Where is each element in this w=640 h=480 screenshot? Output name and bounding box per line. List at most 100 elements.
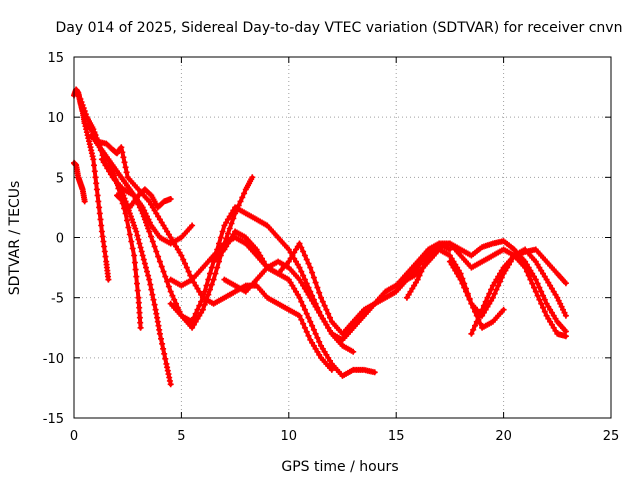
data-point — [228, 220, 235, 227]
data-point — [325, 310, 332, 317]
data-point — [96, 204, 103, 211]
data-point — [134, 232, 141, 239]
data-point — [224, 230, 231, 237]
data-point — [151, 243, 158, 250]
data-point — [201, 301, 208, 308]
data-point — [298, 268, 305, 275]
data-point — [301, 306, 308, 313]
data-point — [523, 268, 530, 275]
series-line — [168, 205, 356, 354]
data-point — [118, 144, 125, 151]
data-point — [307, 318, 314, 325]
data-point — [147, 281, 154, 288]
data-point — [477, 320, 484, 327]
data-point — [296, 294, 303, 301]
data-point — [323, 321, 330, 328]
data-point — [534, 292, 541, 299]
data-point — [562, 280, 569, 287]
data-point — [126, 210, 133, 217]
data-point — [178, 252, 185, 259]
data-point — [312, 279, 319, 286]
data-point — [298, 298, 305, 305]
data-point — [140, 256, 147, 263]
series-arc10 — [167, 204, 357, 355]
data-point — [318, 294, 324, 301]
data-point — [162, 355, 169, 362]
data-point — [131, 222, 138, 229]
series-arc4 — [81, 120, 174, 388]
data-point — [127, 213, 134, 220]
data-point — [189, 318, 196, 325]
data-point — [532, 276, 539, 283]
data-point — [328, 366, 335, 373]
series-markers — [71, 86, 112, 283]
data-point — [95, 198, 102, 205]
data-point — [91, 162, 97, 169]
x-tick-label: 15 — [388, 429, 405, 444]
data-point — [210, 276, 217, 283]
data-point — [497, 278, 503, 285]
data-point — [137, 319, 144, 326]
data-point — [219, 228, 226, 235]
data-point — [156, 330, 163, 337]
data-point — [139, 252, 146, 259]
data-point — [480, 302, 487, 309]
data-point — [534, 280, 541, 287]
data-point — [131, 259, 138, 266]
data-point — [124, 217, 130, 224]
data-point — [164, 278, 171, 285]
data-point — [156, 216, 163, 223]
data-point — [538, 288, 545, 295]
data-point — [189, 222, 196, 229]
data-point — [314, 334, 321, 341]
data-point — [79, 102, 86, 109]
data-point — [120, 154, 127, 161]
data-point — [477, 310, 484, 317]
data-point — [101, 248, 108, 255]
data-point — [548, 285, 555, 292]
data-point — [141, 260, 148, 267]
data-point — [310, 274, 317, 281]
data-point — [205, 276, 212, 283]
x-tick-label: 20 — [495, 429, 512, 444]
data-point — [371, 369, 378, 376]
data-point — [81, 108, 88, 115]
data-point — [548, 321, 555, 328]
data-point — [173, 300, 179, 307]
data-point — [212, 270, 219, 277]
series-arc14 — [403, 240, 569, 340]
data-point — [416, 272, 423, 279]
data-point — [149, 291, 156, 298]
data-point — [162, 273, 169, 280]
data-point — [323, 306, 330, 313]
data-point — [319, 298, 326, 305]
data-point — [461, 284, 468, 291]
data-point — [305, 332, 312, 339]
data-point — [472, 322, 478, 329]
data-point — [94, 192, 101, 199]
data-point — [159, 340, 166, 347]
data-point — [536, 296, 543, 303]
data-point — [303, 280, 310, 287]
data-point — [287, 255, 294, 262]
data-point — [423, 256, 430, 263]
data-point — [171, 296, 178, 303]
series-arc2 — [71, 159, 88, 205]
data-point — [158, 335, 164, 342]
data-point — [167, 196, 174, 202]
series-arc1 — [71, 86, 112, 283]
data-point — [155, 253, 162, 260]
data-point — [92, 174, 99, 181]
data-point — [182, 260, 188, 267]
data-point — [475, 314, 482, 321]
data-point — [446, 246, 453, 253]
y-tick-label: 10 — [47, 111, 64, 126]
data-point — [145, 216, 152, 223]
data-point — [132, 266, 139, 273]
data-point — [421, 260, 428, 267]
series-markers — [468, 246, 569, 337]
data-point — [309, 322, 316, 329]
data-point — [463, 288, 469, 295]
data-point — [305, 314, 312, 321]
